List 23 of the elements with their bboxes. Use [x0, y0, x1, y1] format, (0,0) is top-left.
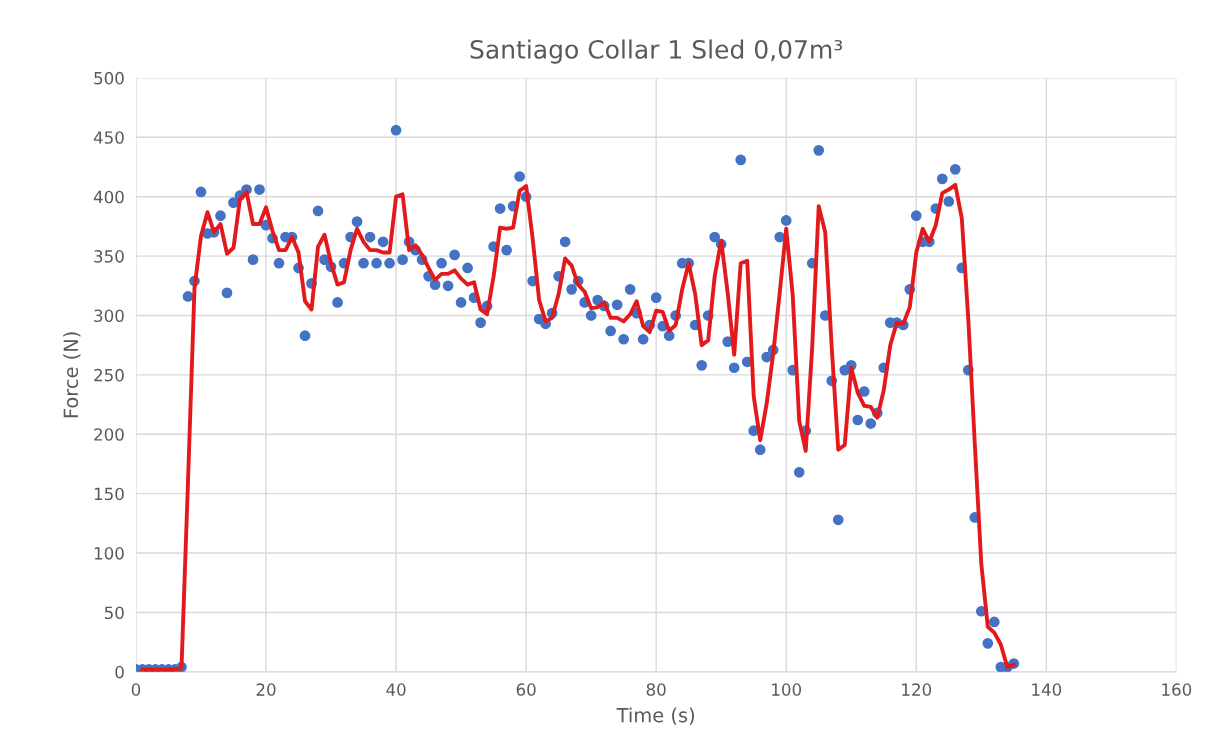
y-tick-label: 300: [94, 309, 124, 323]
x-tick-label: 120: [902, 683, 932, 696]
y-axis-title: Force (N): [63, 332, 81, 418]
y-tick-label: 500: [94, 71, 124, 85]
x-tick-label: 20: [256, 683, 276, 696]
x-tick-label: 80: [646, 683, 666, 696]
y-tick-label: 450: [93, 131, 124, 144]
x-tick-label: 140: [1032, 683, 1062, 696]
y-tick-label: 150: [94, 487, 124, 501]
x-tick-label: 60: [516, 683, 536, 696]
x-axis-title: Time (s): [616, 707, 695, 725]
y-tick-label: 50: [104, 606, 124, 620]
chart-title: Santiago Collar 1 Sled 0,07m³: [470, 39, 843, 64]
x-tick-label: 160: [1162, 683, 1192, 696]
x-tick-label: 0: [131, 683, 141, 696]
y-tick-label: 200: [94, 428, 124, 441]
y-tick-label: 100: [94, 547, 124, 560]
y-tick-label: 0: [115, 665, 124, 679]
y-tick-label: 400: [93, 190, 124, 204]
x-tick-label: 100: [772, 683, 802, 696]
y-tick-label: 350: [94, 250, 124, 263]
x-tick-label: 40: [386, 683, 406, 696]
y-tick-label: 250: [94, 368, 124, 382]
